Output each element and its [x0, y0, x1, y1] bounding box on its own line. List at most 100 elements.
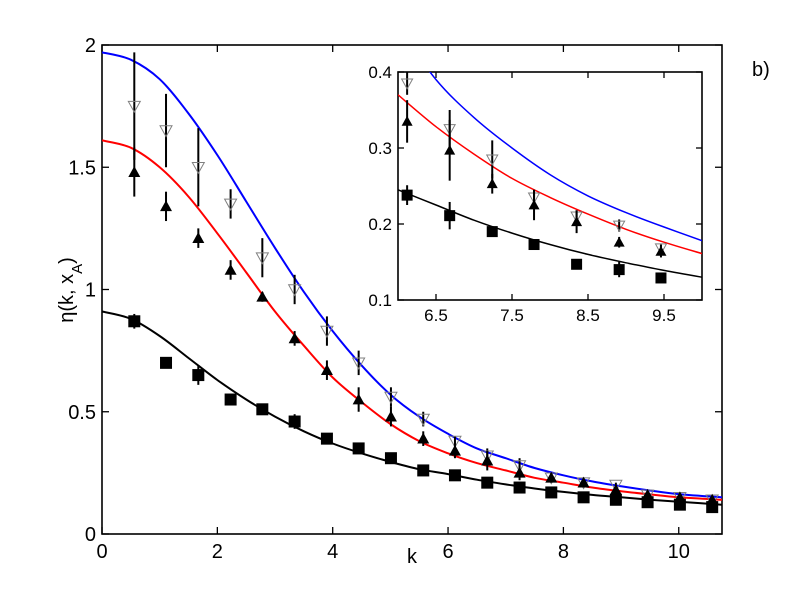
y-tick-label: 0.1 — [368, 291, 392, 310]
triangle-down-marker — [512, 460, 527, 473]
triangle-down-marker — [255, 252, 270, 265]
data-series — [401, 185, 667, 284]
triangle-up-marker — [401, 115, 413, 126]
main-data-area — [102, 51, 722, 514]
square-marker — [673, 498, 686, 511]
x-axis-title: k — [407, 546, 418, 568]
triangle-up-marker — [160, 200, 173, 212]
square-marker — [384, 452, 397, 465]
triangle-up-marker — [320, 364, 333, 375]
inset-data-area — [398, 72, 702, 284]
inset-plot: 6.5 7.5 8.5 9.5 0.1 0.2 0.3 0.4 — [368, 63, 703, 325]
square-marker — [513, 481, 526, 494]
triangle-up-marker — [609, 483, 622, 495]
square-marker — [545, 486, 558, 499]
x-tick-label: 6.5 — [424, 306, 448, 325]
triangle-up-marker — [528, 199, 540, 210]
triangle-down-marker — [191, 161, 206, 175]
panel-label: b) — [752, 59, 770, 81]
square-marker — [320, 432, 333, 445]
x-tick-label: 4 — [327, 541, 338, 563]
triangle-down-marker — [351, 357, 366, 370]
theory-curve — [102, 310, 722, 506]
x-tick-label: 6 — [442, 541, 453, 563]
theory-curve — [398, 189, 702, 278]
y-tick-label: 0.3 — [368, 139, 392, 158]
x-tick-label: 2 — [212, 541, 223, 563]
y-tick-label: 0.5 — [68, 402, 96, 424]
square-marker — [528, 239, 540, 251]
data-series — [401, 100, 667, 258]
triangle-up-marker — [481, 454, 494, 466]
triangle-up-marker — [288, 332, 301, 344]
triangle-down-marker — [384, 391, 398, 405]
square-marker — [613, 264, 625, 276]
triangle-down-marker — [609, 479, 623, 493]
x-tick-label: 0 — [96, 541, 107, 563]
triangle-up-marker — [417, 432, 430, 444]
triangle-up-marker — [655, 245, 667, 256]
theory-curve — [429, 72, 702, 242]
square-marker — [128, 315, 141, 328]
x-tick-label: 7.5 — [500, 306, 524, 325]
data-series — [400, 72, 668, 255]
triangle-up-marker — [384, 410, 397, 422]
square-marker — [609, 493, 622, 506]
square-marker — [192, 369, 205, 382]
square-marker — [486, 226, 498, 238]
square-marker — [641, 496, 654, 509]
y-tick-label: 0.2 — [368, 215, 392, 234]
triangle-up-marker — [352, 393, 365, 405]
triangle-down-marker — [287, 284, 302, 297]
triangle-up-marker — [571, 216, 583, 227]
triangle-down-marker — [223, 198, 238, 211]
square-marker — [577, 491, 590, 504]
y-tick-label: 1 — [85, 280, 96, 302]
y-axis-title: η(k, xA) — [56, 257, 86, 323]
triangle-up-marker — [256, 290, 269, 302]
theory-curve — [102, 51, 722, 499]
square-marker — [571, 258, 583, 270]
triangle-up-marker — [192, 232, 205, 243]
square-marker — [288, 415, 301, 428]
theory-curve — [102, 139, 722, 501]
triangle-up-marker — [577, 476, 590, 488]
square-marker — [401, 189, 413, 201]
triangle-up-marker — [613, 236, 625, 247]
data-series — [128, 313, 719, 514]
main-plot: 0 2 4 6 8 10 0 0.5 1 1.5 2 k η(k, xA) — [56, 35, 723, 568]
square-marker — [352, 442, 365, 455]
triangle-up-marker — [545, 471, 558, 483]
inset-frame — [397, 71, 703, 301]
x-tick-label: 9.5 — [652, 306, 676, 325]
square-marker — [444, 210, 456, 222]
triangle-down-marker — [159, 125, 173, 138]
triangle-up-marker — [128, 166, 141, 177]
triangle-down-marker — [612, 220, 626, 233]
square-marker — [417, 464, 430, 477]
triangle-down-marker — [448, 435, 462, 449]
x-tick-label: 8.5 — [576, 306, 600, 325]
triangle-down-marker — [127, 100, 142, 114]
triangle-up-marker — [513, 466, 526, 478]
square-marker — [481, 476, 494, 489]
triangle-up-marker — [224, 263, 237, 275]
y-tick-label: 0 — [85, 524, 96, 546]
y-tick-label: 1.5 — [68, 157, 96, 179]
triangle-up-marker — [486, 178, 498, 189]
y-tick-label: 0.4 — [368, 63, 392, 82]
theory-curve — [398, 94, 702, 255]
square-marker — [256, 403, 269, 416]
square-marker — [224, 393, 237, 406]
triangle-down-marker — [320, 325, 334, 339]
square-marker — [706, 501, 719, 514]
triangle-down-marker — [485, 154, 499, 166]
triangle-up-marker — [448, 444, 461, 456]
triangle-down-marker — [654, 243, 668, 255]
triangle-down-marker — [400, 78, 414, 90]
triangle-up-marker — [444, 144, 456, 155]
square-marker — [448, 469, 461, 482]
triangle-down-marker — [416, 413, 431, 427]
x-tick-label: 10 — [668, 541, 690, 563]
